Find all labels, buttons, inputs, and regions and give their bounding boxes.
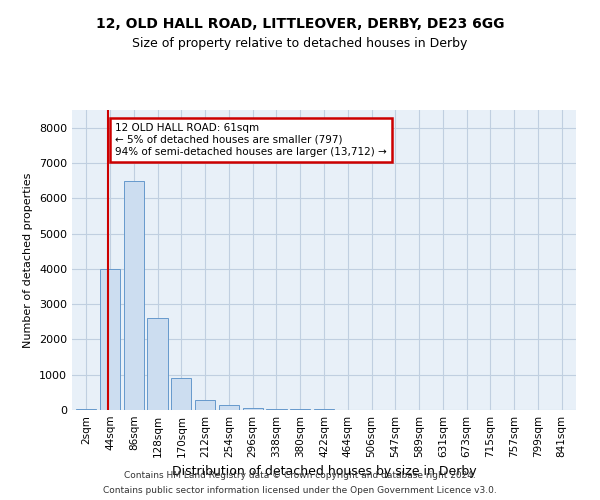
X-axis label: Distribution of detached houses by size in Derby: Distribution of detached houses by size … <box>172 466 476 478</box>
Bar <box>100 269 120 410</box>
Y-axis label: Number of detached properties: Number of detached properties <box>23 172 34 348</box>
Bar <box>219 406 239 410</box>
Text: 12 OLD HALL ROAD: 61sqm
← 5% of detached houses are smaller (797)
94% of semi-de: 12 OLD HALL ROAD: 61sqm ← 5% of detached… <box>115 124 386 156</box>
Text: Contains public sector information licensed under the Open Government Licence v3: Contains public sector information licen… <box>103 486 497 495</box>
Bar <box>242 408 263 410</box>
Text: Contains HM Land Registry data © Crown copyright and database right 2024.: Contains HM Land Registry data © Crown c… <box>124 471 476 480</box>
Bar <box>76 409 97 410</box>
Bar <box>266 408 287 410</box>
Bar <box>148 318 167 410</box>
Bar <box>195 400 215 410</box>
Bar <box>171 378 191 410</box>
Bar <box>124 180 144 410</box>
Bar <box>290 409 310 410</box>
Text: 12, OLD HALL ROAD, LITTLEOVER, DERBY, DE23 6GG: 12, OLD HALL ROAD, LITTLEOVER, DERBY, DE… <box>96 18 504 32</box>
Text: Size of property relative to detached houses in Derby: Size of property relative to detached ho… <box>133 38 467 51</box>
